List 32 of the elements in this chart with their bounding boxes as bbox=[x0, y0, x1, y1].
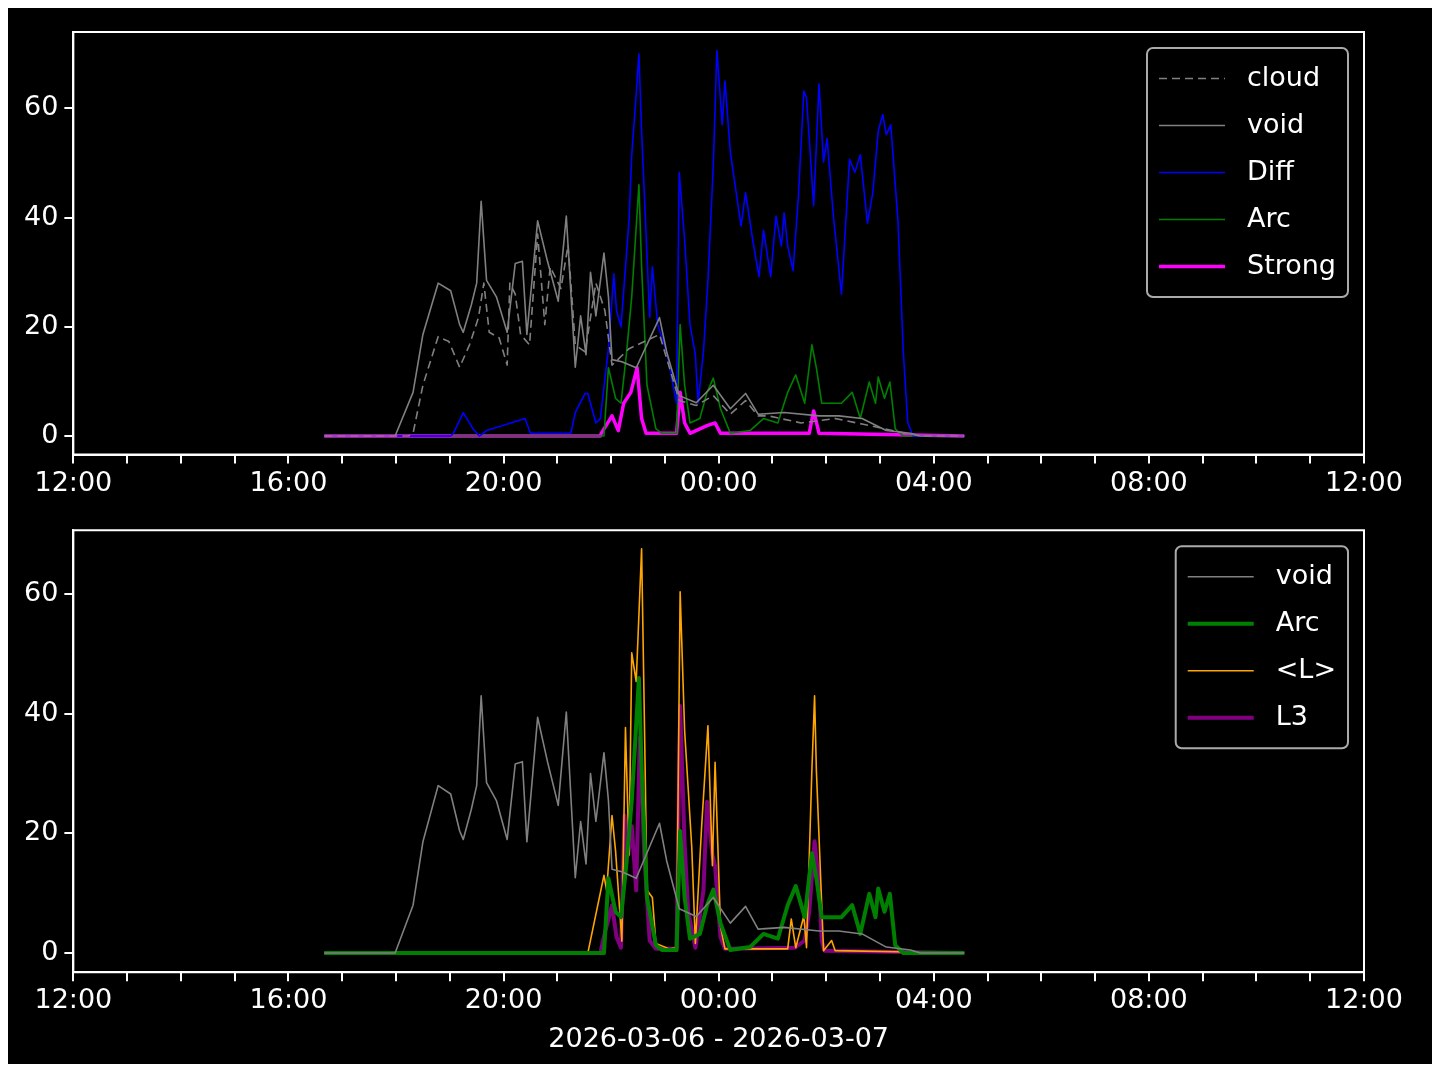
x-tick-label: 20:00 bbox=[464, 983, 543, 1015]
legend-label: <L> bbox=[1275, 652, 1337, 684]
x-tick-label: 12:00 bbox=[34, 983, 113, 1015]
y-tick-label: 60 bbox=[24, 576, 59, 608]
legend-label: cloud bbox=[1247, 60, 1321, 92]
x-tick-label: 00:00 bbox=[679, 983, 758, 1015]
y-tick-label: 40 bbox=[24, 695, 59, 727]
y-tick-label: 20 bbox=[24, 815, 59, 847]
x-axis-title: 2026-03-06 - 2026-03-07 bbox=[548, 1021, 890, 1053]
legend-label: Arc bbox=[1275, 605, 1320, 637]
x-tick-label: 04:00 bbox=[894, 465, 973, 497]
x-tick-label: 16:00 bbox=[249, 465, 328, 497]
x-tick-label: 04:00 bbox=[894, 983, 973, 1015]
legend-label: Diff bbox=[1247, 154, 1296, 186]
y-tick-label: 0 bbox=[41, 935, 59, 967]
x-tick-label: 12:00 bbox=[34, 465, 113, 497]
legend-label: Strong bbox=[1247, 248, 1337, 280]
x-tick-label: 12:00 bbox=[1325, 465, 1403, 497]
x-tick-label: 08:00 bbox=[1109, 465, 1188, 497]
legend-label: void bbox=[1247, 107, 1305, 139]
y-tick-label: 0 bbox=[41, 418, 59, 450]
y-tick-label: 60 bbox=[24, 90, 59, 122]
legend-label: Arc bbox=[1247, 201, 1291, 233]
y-tick-label: 40 bbox=[24, 199, 59, 231]
legend-label: void bbox=[1275, 558, 1333, 590]
x-tick-label: 20:00 bbox=[464, 465, 543, 497]
x-tick-label: 00:00 bbox=[679, 465, 758, 497]
x-tick-label: 12:00 bbox=[1325, 983, 1403, 1015]
legend-label: L3 bbox=[1275, 699, 1308, 731]
y-tick-label: 20 bbox=[24, 308, 59, 340]
x-tick-label: 16:00 bbox=[249, 983, 328, 1015]
x-tick-label: 08:00 bbox=[1109, 983, 1188, 1015]
